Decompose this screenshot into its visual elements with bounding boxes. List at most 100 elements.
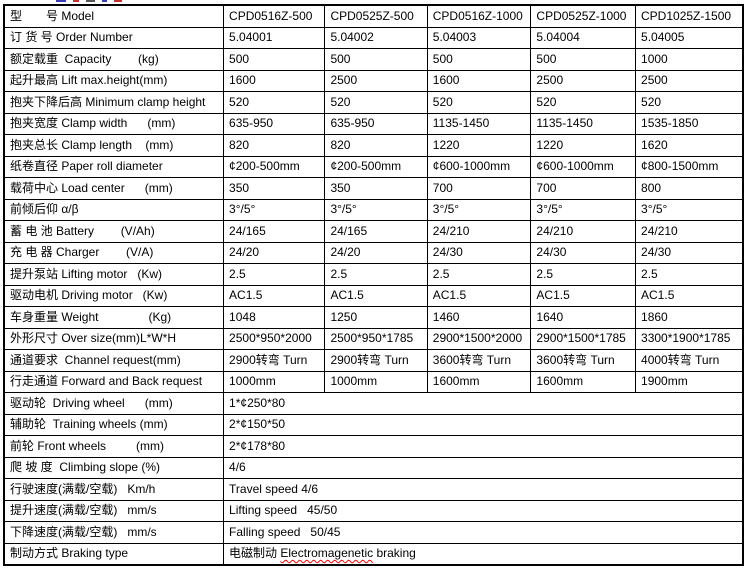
cell: 5.04002: [324, 26, 428, 49]
cell: 2500: [635, 69, 744, 92]
row-label: 订 货 号 Order Number: [3, 26, 225, 49]
table-row: 抱夹总长 Clamp length (mm) 820 820 1220 1220 1620: [3, 134, 744, 157]
cell: 500: [324, 48, 428, 71]
table-row: 制动方式 Braking type 电磁制动 Electromagenetic b…: [3, 542, 744, 566]
cell: ¢800-1500mm: [635, 155, 744, 178]
row-label: 提升速度(满载/空载) mm/s: [3, 499, 225, 522]
cell: 800: [635, 177, 744, 200]
table-row: 抱夹下降后高 Minimum clamp height 520 520 520 520 5…: [3, 91, 744, 114]
cell: 1135-1450: [530, 112, 637, 135]
cell: 1535-1850: [635, 112, 744, 135]
cell: 2900*1500*1785: [530, 327, 637, 350]
cell-merged: Lifting speed 45/50: [223, 499, 744, 522]
cell: 520: [324, 91, 428, 114]
cell: 1600: [223, 69, 326, 92]
cell: 1900mm: [635, 370, 744, 393]
table-row: 爬 坡 度 Climbing slope (%) 4/6: [3, 456, 744, 479]
cell: CPD0525Z-500: [324, 4, 428, 28]
row-label: 抱夹下降后高 Minimum clamp height: [3, 91, 225, 114]
cell: 3°/5°: [324, 198, 428, 221]
row-label: 外形尺寸 Over size(mm)L*W*H: [3, 327, 225, 350]
text-part: 电磁制动: [229, 546, 281, 561]
cell: 2900转弯 Turn: [223, 349, 326, 372]
cell: 2900转弯 Turn: [324, 349, 428, 372]
cell-merged: 2*¢178*80: [223, 435, 744, 458]
cell: 1048: [223, 306, 326, 329]
cell: 500: [223, 48, 326, 71]
cell: 635-950: [223, 112, 326, 135]
cell: 2.5: [324, 263, 428, 286]
row-label: 起升最高 Lift max.height(mm): [3, 69, 225, 92]
cell: AC1.5: [530, 284, 637, 307]
cell: AC1.5: [223, 284, 326, 307]
row-label: 载荷中心 Load center (mm): [3, 177, 225, 200]
row-label: 行驶速度(满载/空载) Km/h: [3, 478, 225, 501]
cell: 1000mm: [223, 370, 326, 393]
row-label: 充 电 器 Charger (V/A): [3, 241, 225, 264]
table-row: 驱动电机 Driving motor (Kw) AC1.5 AC1.5 AC1.5 AC…: [3, 284, 744, 307]
cell: 3°/5°: [530, 198, 637, 221]
cell: 24/210: [635, 220, 744, 243]
text-part: braking: [373, 546, 416, 561]
cell: 24/210: [426, 220, 532, 243]
row-label: 前倾后仰 α/β: [3, 198, 225, 221]
cell: 520: [530, 91, 637, 114]
row-label: 型 号 Model: [3, 4, 225, 28]
cell: 500: [530, 48, 637, 71]
table-row: 外形尺寸 Over size(mm)L*W*H 2500*950*2000 2500…: [3, 327, 744, 350]
cell: 1135-1450: [426, 112, 532, 135]
cell: 350: [223, 177, 326, 200]
cell: 2.5: [530, 263, 637, 286]
table-row: 充 电 器 Charger (V/A) 24/20 24/20 24/30 24/30 2…: [3, 241, 744, 264]
cell: 1220: [426, 134, 532, 157]
row-label: 通道要求 Channel request(mm): [3, 349, 225, 372]
cell: 3600转弯 Turn: [426, 349, 532, 372]
cell: 1460: [426, 306, 532, 329]
cell-merged: 1*¢250*80: [223, 392, 744, 415]
cell: 2500*950*1785: [324, 327, 428, 350]
row-label: 抱夹总长 Clamp length (mm): [3, 134, 225, 157]
table-row: 起升最高 Lift max.height(mm) 1600 2500 1600 2500…: [3, 69, 744, 92]
cell: 24/30: [426, 241, 532, 264]
cell: 2.5: [223, 263, 326, 286]
row-label: 驱动电机 Driving motor (Kw): [3, 284, 225, 307]
cell: 1220: [530, 134, 637, 157]
cell: 2900*1500*2000: [426, 327, 532, 350]
row-label: 下降速度(满载/空载) mm/s: [3, 521, 225, 544]
row-label: 制动方式 Braking type: [3, 542, 225, 566]
spec-table: 型 号 Model CPD0516Z-500 CPD0525Z-500 CPD0516…: [3, 4, 744, 566]
cell: 3300*1900*1785: [635, 327, 744, 350]
table-row: 前轮 Front wheels (mm) 2*¢178*80: [3, 435, 744, 458]
cell: 500: [426, 48, 532, 71]
cell-merged: 2*¢150*50: [223, 413, 744, 436]
cell: 24/20: [324, 241, 428, 264]
cell-merged: 电磁制动 Electromagenetic braking: [223, 542, 744, 566]
cell: 3°/5°: [635, 198, 744, 221]
cell: 520: [426, 91, 532, 114]
cell: 5.04005: [635, 26, 744, 49]
cell: 520: [635, 91, 744, 114]
cell: 3°/5°: [426, 198, 532, 221]
table-row: 车身重量 Weight (Kg) 1048 1250 1460 1640 1860: [3, 306, 744, 329]
row-label: 行走通道 Forward and Back request: [3, 370, 225, 393]
cropped-text-remnant: [56, 0, 186, 3]
cell-merged: 4/6: [223, 456, 744, 479]
cell: 24/30: [530, 241, 637, 264]
table-row: 提升泵站 Lifting motor (Kw) 2.5 2.5 2.5 2.5 2.5: [3, 263, 744, 286]
table-row: 行走通道 Forward and Back request 1000mm 1000m…: [3, 370, 744, 393]
cell: 24/165: [324, 220, 428, 243]
misspelled-word: Electromagenetic: [280, 546, 374, 561]
row-label: 蓄 电 池 Battery (V/Ah): [3, 220, 225, 243]
row-label: 爬 坡 度 Climbing slope (%): [3, 456, 225, 479]
cell: CPD0525Z-1000: [530, 4, 637, 28]
table-row: 纸卷直径 Paper roll diameter ¢200-500mm ¢200-5…: [3, 155, 744, 178]
cell: CPD0516Z-1000: [426, 4, 532, 28]
cell: 2500*950*2000: [223, 327, 326, 350]
cell: 3°/5°: [223, 198, 326, 221]
table-row: 型 号 Model CPD0516Z-500 CPD0525Z-500 CPD0516…: [3, 4, 744, 28]
cell: 24/165: [223, 220, 326, 243]
table-row: 前倾后仰 α/β 3°/5° 3°/5° 3°/5° 3°/5° 3°/5°: [3, 198, 744, 221]
cell: 1600: [426, 69, 532, 92]
cell: 1600mm: [426, 370, 532, 393]
row-label: 抱夹宽度 Clamp width (mm): [3, 112, 225, 135]
